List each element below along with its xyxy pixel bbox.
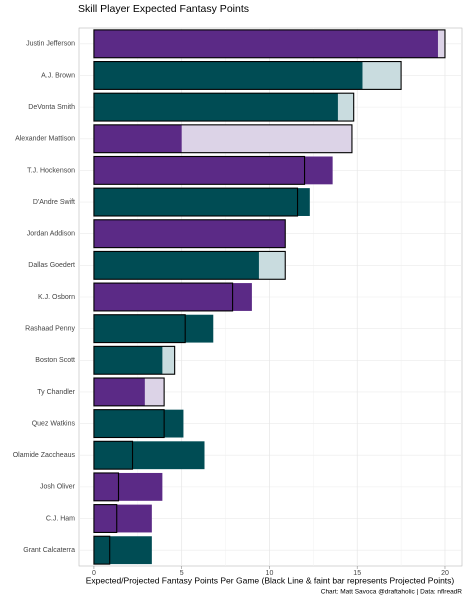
x-tick-label: 20: [441, 570, 449, 577]
projected-outline: [93, 535, 111, 565]
projected-outline: [93, 440, 134, 470]
expected-bar: [93, 504, 152, 533]
x-axis-title: Expected/Projected Fantasy Points Per Ga…: [86, 575, 455, 585]
projected-outline: [93, 124, 353, 154]
y-tick-label: T.J. Hockenson: [27, 167, 75, 174]
projected-outline: [93, 504, 118, 534]
y-tick-label: C.J. Ham: [46, 515, 75, 522]
expected-bar: [93, 219, 286, 248]
projected-outline: [93, 155, 306, 185]
projected-outline: [93, 60, 402, 90]
y-tick-label: K.J. Osborn: [38, 294, 75, 301]
projected-outline: [93, 282, 234, 312]
projected-outline: [93, 409, 165, 439]
y-tick-label: Josh Oliver: [40, 484, 76, 491]
x-tick-label: 10: [266, 570, 274, 577]
expected-bar: [93, 29, 438, 58]
projected-outline: [93, 345, 176, 375]
chart-title: Skill Player Expected Fantasy Points: [78, 3, 249, 15]
expected-bar: [93, 314, 214, 343]
expected-bar: [93, 283, 252, 311]
y-tick-label: Jordan Addison: [27, 231, 75, 238]
y-tick-label: Boston Scott: [35, 357, 75, 364]
projected-outline: [93, 250, 286, 280]
y-tick-label: Rashaad Penny: [25, 325, 75, 332]
y-tick-label: Justin Jefferson: [26, 41, 75, 48]
projected-outline: [93, 187, 299, 217]
projected-outline: [93, 377, 165, 407]
expected-bar: [93, 156, 333, 185]
y-tick-label: Ty Chandler: [37, 389, 75, 396]
expected-bar: [93, 472, 163, 501]
expected-bar: [93, 124, 182, 153]
projected-outline: [93, 314, 186, 344]
projected-outline: [93, 92, 355, 122]
projected-outline: [93, 472, 120, 502]
expected-bar: [93, 251, 259, 280]
y-tick-label: A.J. Brown: [41, 72, 75, 79]
projected-outline: [93, 29, 446, 59]
expected-bar: [93, 346, 163, 375]
expected-bar: [93, 536, 152, 565]
expected-bar: [93, 409, 184, 438]
expected-bar: [93, 378, 145, 406]
y-tick-label: Quez Watkins: [32, 420, 76, 427]
expected-bar: [93, 188, 310, 216]
y-tick-label: DeVonta Smith: [28, 104, 75, 111]
caption: Chart: Matt Savoca @draftaholic | Data: …: [321, 589, 463, 596]
y-tick-label: D'Andre Swift: [33, 199, 75, 206]
y-tick-label: Grant Calcaterra: [23, 547, 75, 554]
y-tick-label: Dallas Goedert: [28, 262, 75, 269]
expected-bar: [93, 441, 205, 470]
x-tick-label: 0: [92, 570, 96, 577]
expected-bar: [93, 61, 363, 90]
y-tick-label: Alexander Mattison: [15, 136, 75, 143]
x-tick-label: 5: [180, 570, 184, 577]
expected-bar: [93, 93, 338, 122]
projected-outline: [93, 219, 286, 249]
y-tick-label: Olamide Zaccheaus: [13, 452, 76, 459]
x-tick-label: 15: [353, 570, 361, 577]
